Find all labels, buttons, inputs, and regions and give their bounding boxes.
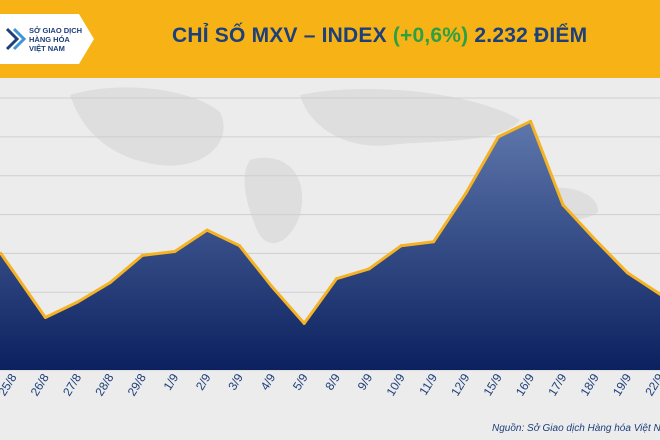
- x-tick-label: 11/9: [416, 371, 440, 398]
- area-fill: [0, 121, 660, 370]
- data-point-16/9: [529, 119, 533, 123]
- data-point-19/9: [626, 271, 630, 275]
- data-point-26/8: [43, 316, 47, 320]
- logo-chevron-icon: [5, 27, 27, 51]
- logo-text: SỞ GIAO DỊCH HÀNG HÓA VIỆT NAM: [29, 26, 83, 53]
- data-point-27/8: [76, 300, 80, 304]
- x-tick-label: 9/9: [355, 371, 376, 393]
- x-tick-label: 17/9: [545, 371, 569, 399]
- x-tick-label: 10/9: [383, 371, 407, 399]
- x-tick-label: 4/9: [258, 371, 279, 393]
- x-tick-label: 1/9: [161, 371, 182, 393]
- data-point-4/9: [270, 284, 274, 288]
- data-point-29/8: [140, 253, 144, 257]
- data-point-15/9: [496, 135, 500, 139]
- x-tick-label: 27/8: [60, 371, 84, 399]
- x-tick-label: 8/9: [322, 371, 343, 393]
- title-prefix: CHỈ SỐ MXV – INDEX: [172, 24, 393, 47]
- x-tick-label: 2/9: [193, 371, 214, 393]
- series-line: [0, 119, 660, 325]
- x-tick-label: 16/9: [513, 371, 537, 399]
- x-tick-label: 26/8: [28, 371, 52, 399]
- x-tick-label: 12/9: [448, 371, 472, 399]
- logo: SỞ GIAO DỊCH HÀNG HÓA VIỆT NAM: [0, 14, 94, 64]
- data-point-8/9: [335, 277, 338, 281]
- x-tick-label: 3/9: [225, 371, 246, 393]
- x-tick-label: 19/9: [610, 371, 634, 399]
- x-tick-label: 22/9: [642, 371, 660, 399]
- data-point-2/9: [205, 228, 209, 232]
- data-point-11/9: [432, 240, 436, 244]
- chart-title: CHỈ SỐ MXV – INDEX (+0,6%) 2.232 ĐIỂM: [172, 24, 587, 48]
- data-point-5/9: [302, 321, 306, 325]
- x-tick-label: 29/8: [125, 371, 149, 399]
- data-point-10/9: [399, 244, 403, 248]
- source-note: Nguồn: Sở Giao dịch Hàng hóa Việt Nam: [492, 423, 660, 434]
- data-point-25/8: [11, 269, 15, 273]
- x-axis-labels: 25/8 26/8 27/8 28/8 29/8 1/9 2/9 3/9 4/9 5/9 8/9 9/…: [0, 371, 660, 399]
- data-point-3/9: [237, 244, 241, 248]
- header-banner: SỞ GIAO DỊCH HÀNG HÓA VIỆT NAM CHỈ SỐ MX…: [0, 0, 660, 78]
- data-point-1/9: [173, 249, 177, 253]
- x-tick-label: 28/8: [92, 371, 116, 399]
- x-tick-label: 15/9: [481, 371, 505, 399]
- x-tick-label: 5/9: [290, 371, 311, 393]
- x-tick-label: 18/9: [578, 371, 602, 399]
- background-map: [70, 87, 599, 244]
- title-suffix: 2.232 ĐIỂM: [468, 24, 588, 47]
- data-point-9/9: [367, 267, 371, 271]
- data-point-28/8: [108, 281, 112, 285]
- data-point-12/9: [464, 191, 468, 195]
- data-point-18/9: [593, 238, 597, 242]
- x-tick-label: 25/8: [0, 371, 20, 399]
- data-point-17/9: [561, 203, 565, 207]
- title-change: (+0,6%): [392, 24, 469, 47]
